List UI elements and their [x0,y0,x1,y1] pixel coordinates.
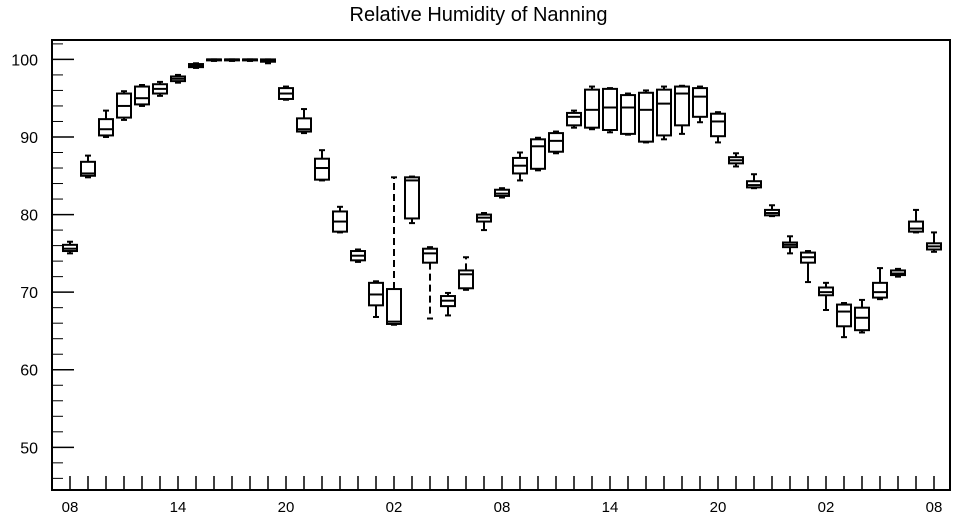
x-tick-label: 20 [710,499,727,516]
y-tick-label: 70 [20,285,38,302]
x-tick-label: 08 [494,499,511,516]
x-tick-label: 08 [926,499,943,516]
y-tick-label: 80 [20,208,38,225]
box-body [836,303,852,328]
box-body [314,157,330,181]
x-tick-label: 20 [278,499,295,516]
y-tick-label: 60 [20,363,38,380]
box-body [548,132,564,153]
y-tick-label: 100 [11,52,38,69]
box-body [602,87,618,131]
box-body [404,176,420,220]
box-body [908,220,924,233]
y-tick-label: 90 [20,130,38,147]
box-body [692,87,708,118]
box-body [422,247,438,264]
x-tick-label: 02 [386,499,403,516]
x-tick-label: 08 [62,499,79,516]
box-body [530,138,546,170]
x-tick-label: 02 [818,499,835,516]
box-body [134,85,150,106]
box-body [584,88,600,129]
box-body [458,269,474,290]
chart-title: Relative Humidity of Nanning [349,4,608,26]
x-tick-label: 14 [602,499,619,516]
box-body [98,118,114,137]
y-tick-label: 50 [20,440,38,457]
box-body [854,306,870,332]
box-body [710,112,726,138]
box-body [656,88,672,137]
box-body [620,94,636,135]
box-body [80,160,96,177]
box-body [638,91,654,143]
box-body [386,288,402,325]
box-body [872,281,888,299]
box-body [674,85,690,127]
box-body [566,111,582,127]
x-tick-label: 14 [170,499,187,516]
plot-frame [51,39,951,491]
